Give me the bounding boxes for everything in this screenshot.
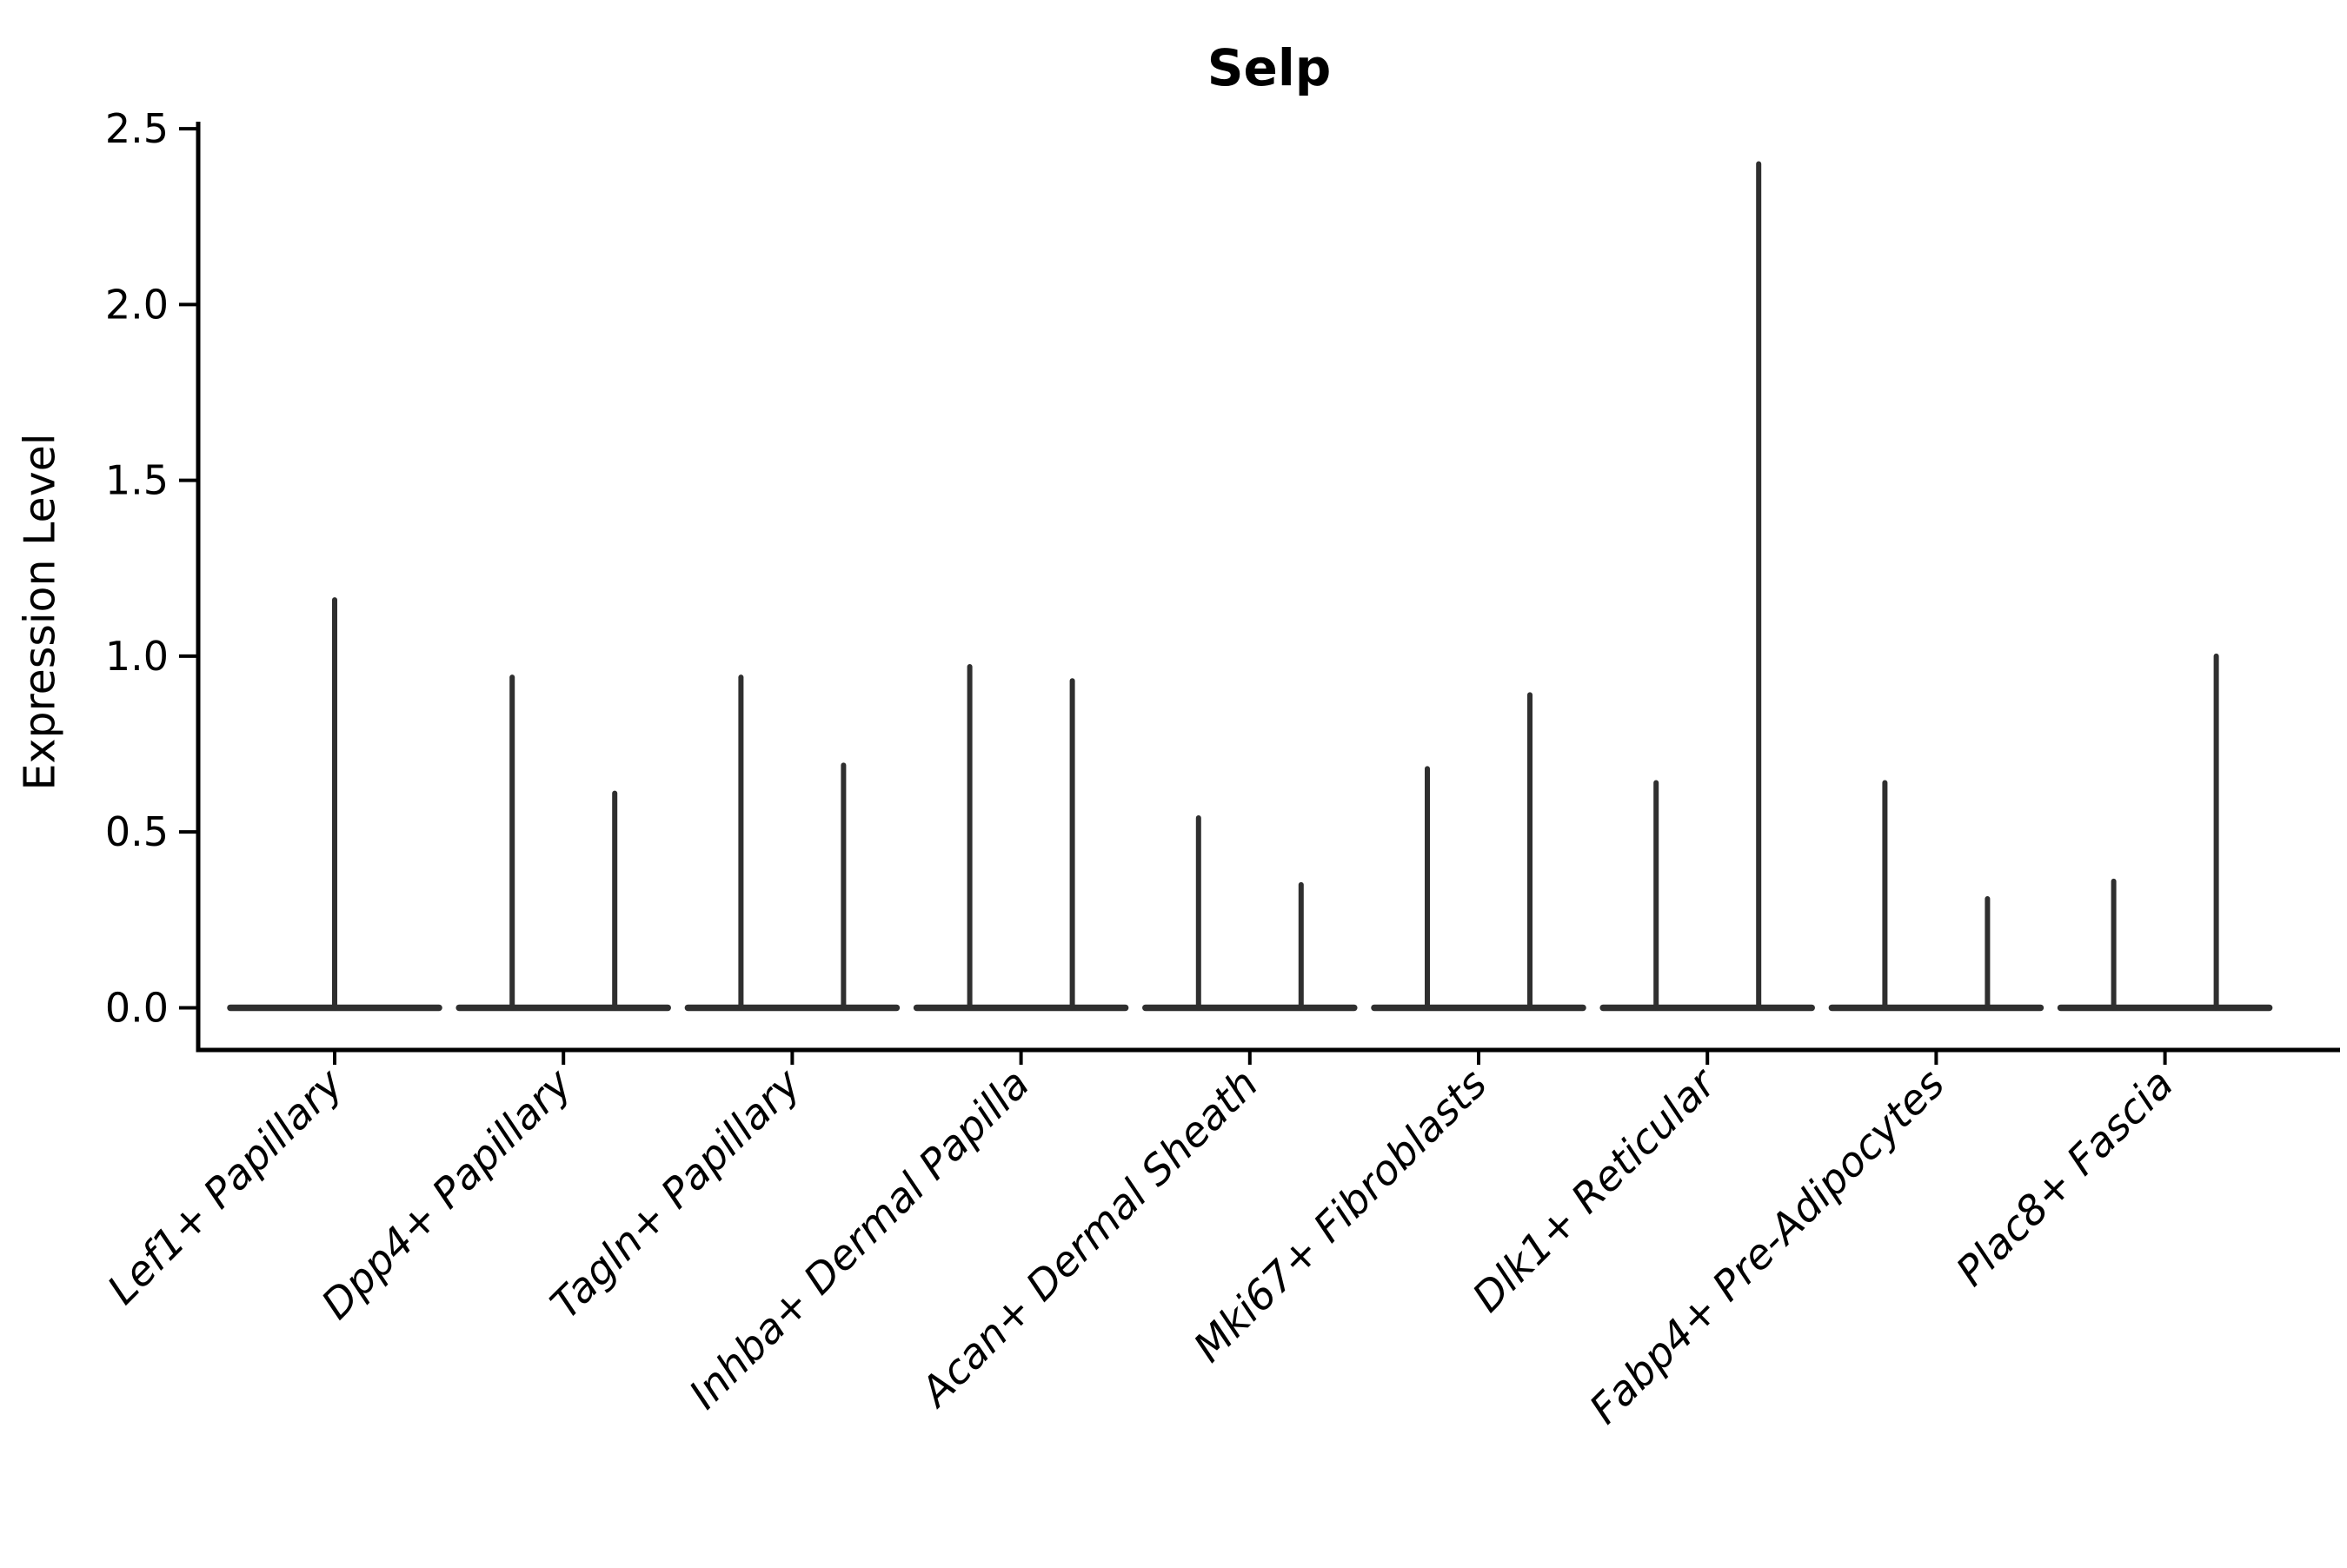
y-tick-label: 0.5 [105, 808, 169, 855]
y-axis-label: Expression Level [15, 433, 65, 791]
axis-spines [196, 122, 2340, 1053]
y-tick-label: 2.5 [105, 105, 169, 152]
chart-title: Selp [1207, 38, 1332, 97]
x-tick-label: Dpp4+ Papillary [313, 1060, 582, 1329]
y-tick-label: 1.5 [105, 457, 169, 504]
x-tick-label: Tagln+ Papillary [542, 1060, 811, 1329]
y-tick-label: 0.0 [105, 984, 169, 1031]
x-tick-label: Plac8+ Fascia [1947, 1060, 2183, 1296]
y-tick-label: 2.0 [105, 281, 169, 328]
x-tick-label: Lef1+ Papillary [98, 1060, 353, 1314]
x-tick-label: Dlk1+ Reticular [1464, 1059, 1727, 1322]
y-tick-label: 1.0 [105, 633, 169, 680]
